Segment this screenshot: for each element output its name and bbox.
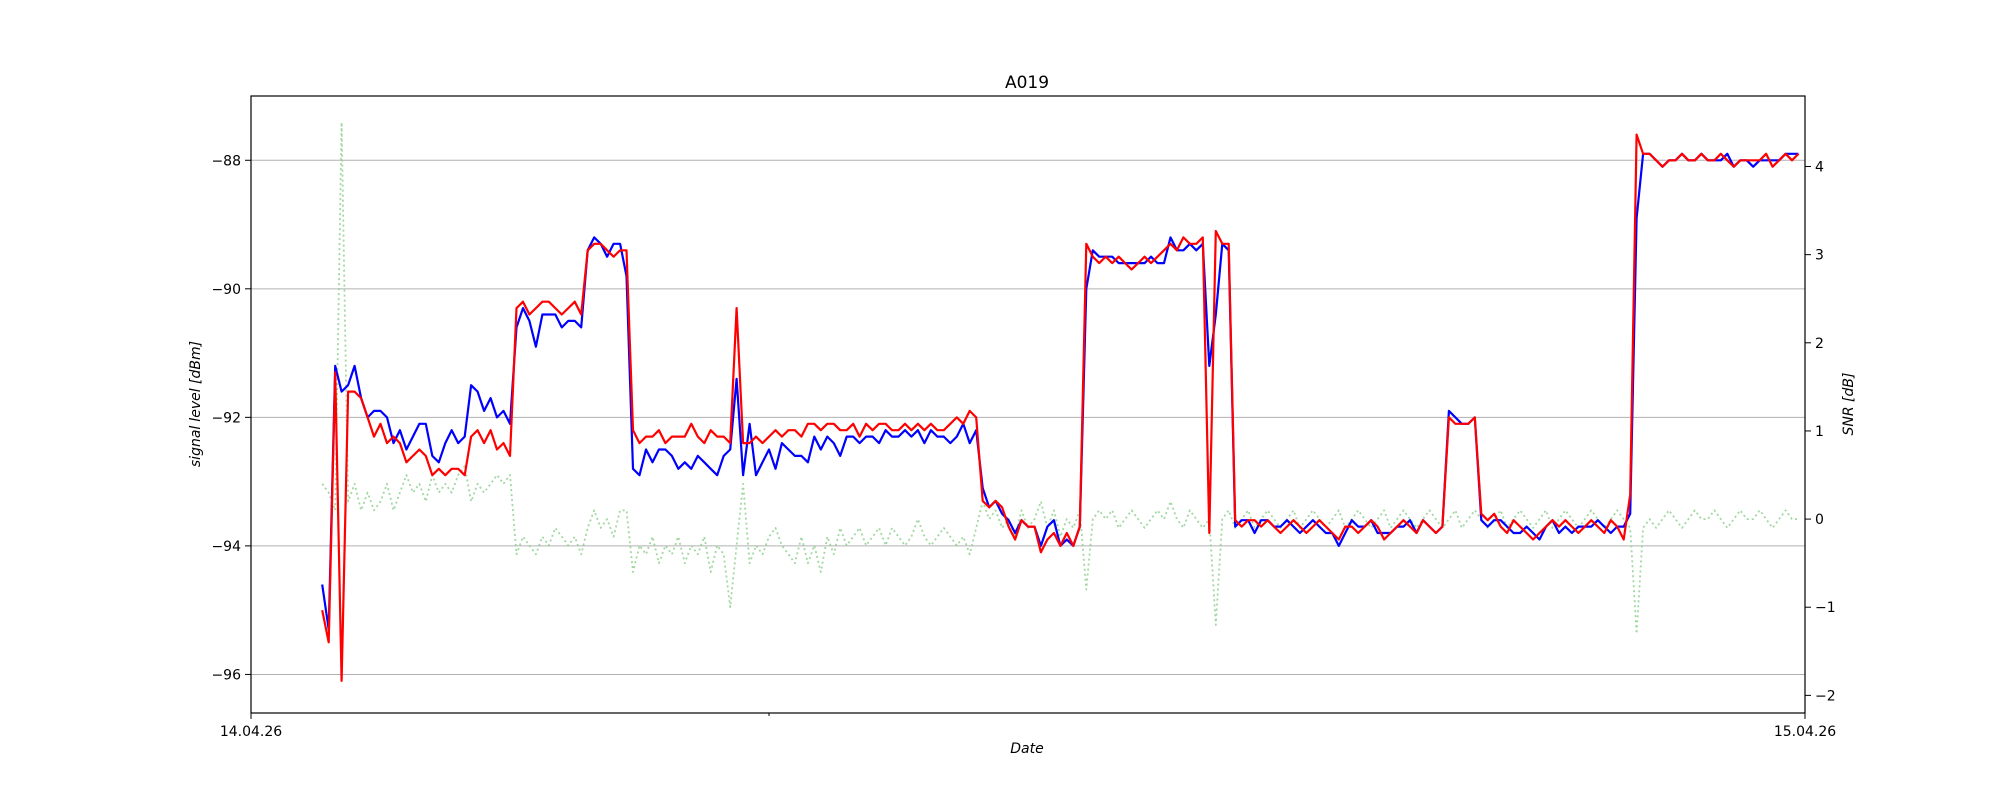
y-axis-label-part: level (188, 388, 204, 421)
y-axis-label: signal level [dBm] (188, 341, 204, 467)
series-lines (321, 121, 1800, 683)
y2-tick-label: 2 (1815, 336, 1824, 352)
x-axis-label: Date (1010, 741, 1043, 757)
y2-tick-label: 0 (1815, 512, 1824, 528)
y2-tick-label: −1 (1815, 600, 1836, 616)
y2-axis-label: SNR [dB] (1841, 373, 1857, 436)
y-tick-label: −96 (211, 667, 241, 683)
signal-series-red-line (321, 133, 1800, 683)
y-tick-label: −90 (211, 282, 241, 298)
y2-axis-ticks: −2 −1 0 1 2 3 4 (1805, 160, 1836, 704)
y2-tick-label: 1 (1815, 424, 1824, 440)
x-tick-label: 14.04.26 (220, 724, 282, 740)
snr-series-line (321, 121, 1799, 635)
y-axis-ticks: −96 −94 −92 −90 −88 (211, 153, 251, 683)
y2-axis-label-part: SNR (1841, 406, 1857, 435)
x-axis-ticks: 14.04.26 15.04.26 (220, 713, 1836, 740)
y-axis-label-part: signal (188, 426, 204, 468)
y2-tick-label: 4 (1815, 160, 1824, 176)
y2-tick-label: 3 (1815, 248, 1824, 264)
y2-axis-label-part: [dB] (1841, 373, 1857, 407)
y-tick-label: −92 (211, 410, 241, 426)
x-tick-label: 15.04.26 (1774, 724, 1836, 740)
y2-tick-label: −2 (1815, 688, 1836, 704)
y-tick-label: −94 (211, 539, 241, 555)
y-tick-label: −88 (211, 153, 241, 169)
plot-frame (250, 95, 1806, 714)
chart-title: A019 (1005, 73, 1049, 93)
y-axis-label-part: [dBm] (188, 341, 204, 389)
